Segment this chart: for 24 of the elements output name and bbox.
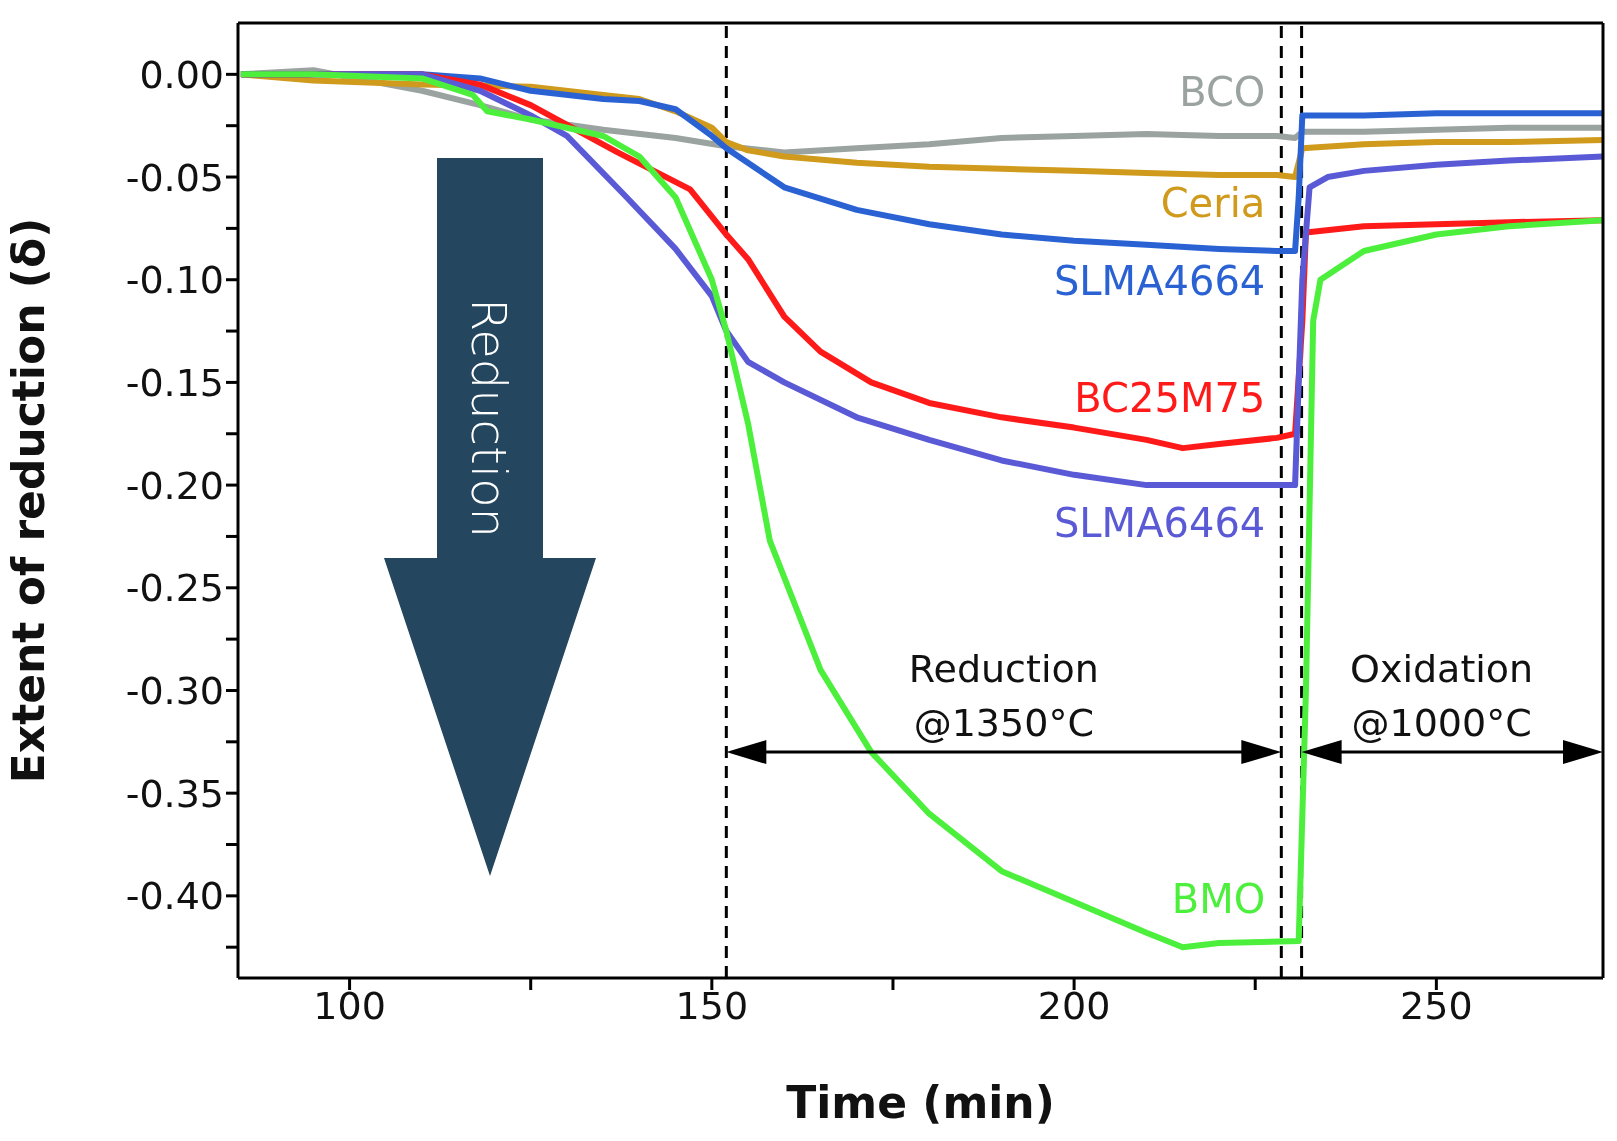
y-tick-label: 0.00 bbox=[139, 52, 224, 97]
series-label: BMO bbox=[1171, 876, 1266, 923]
series-label: BC25M75 bbox=[1074, 374, 1266, 421]
y-tick-label: -0.40 bbox=[125, 874, 224, 919]
x-axis-title: Time (min) bbox=[786, 1077, 1055, 1128]
series-label: BCO bbox=[1179, 68, 1266, 115]
x-tick-label: 200 bbox=[1037, 983, 1111, 1028]
annotation: Reduction @1350°C bbox=[908, 647, 1099, 746]
annotation: Oxidation @1000°C bbox=[1350, 647, 1534, 746]
series-label: Ceria bbox=[1160, 179, 1266, 226]
x-tick-label: 150 bbox=[675, 983, 749, 1028]
y-tick-label: -0.15 bbox=[125, 360, 224, 405]
y-tick-label: -0.10 bbox=[125, 258, 224, 303]
y-tick-label: -0.35 bbox=[125, 771, 224, 816]
series-label: SLMA6464 bbox=[1053, 500, 1266, 547]
annotation: Reduction bbox=[461, 298, 517, 538]
y-axis-title: Extent of reduction (δ) bbox=[2, 217, 54, 784]
series-label: SLMA4664 bbox=[1053, 257, 1266, 304]
x-tick-label: 250 bbox=[1400, 983, 1473, 1028]
x-tick-label: 100 bbox=[313, 983, 386, 1028]
y-tick-label: -0.20 bbox=[125, 463, 224, 508]
y-tick-label: -0.30 bbox=[125, 668, 224, 713]
y-tick-label: -0.25 bbox=[125, 566, 224, 611]
y-tick-label: -0.05 bbox=[125, 155, 224, 200]
